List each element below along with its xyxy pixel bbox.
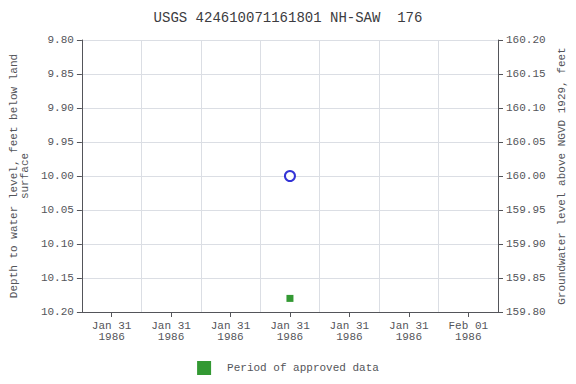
svg-text:160.15: 160.15 bbox=[506, 68, 546, 80]
svg-text:1986: 1986 bbox=[98, 331, 124, 343]
svg-text:1986: 1986 bbox=[277, 331, 303, 343]
svg-text:160.00: 160.00 bbox=[506, 170, 546, 182]
svg-text:Feb 01: Feb 01 bbox=[448, 319, 489, 332]
svg-text:Jan 31: Jan 31 bbox=[210, 319, 251, 332]
svg-text:10.00: 10.00 bbox=[41, 170, 74, 182]
svg-text:10.15: 10.15 bbox=[41, 272, 74, 284]
svg-text:Jan 31: Jan 31 bbox=[270, 319, 310, 332]
svg-text:159.80: 159.80 bbox=[506, 306, 546, 318]
svg-text:1986: 1986 bbox=[217, 331, 243, 343]
svg-text:Depth to water level, feet bel: Depth to water level, feet below land bbox=[7, 53, 20, 299]
svg-text:Groundwater level above NGVD 1: Groundwater level above NGVD 1929, feet bbox=[556, 47, 568, 304]
svg-text:Jan 31: Jan 31 bbox=[151, 319, 191, 332]
svg-text:9.90: 9.90 bbox=[47, 102, 73, 114]
svg-text:Jan 31: Jan 31 bbox=[389, 319, 429, 332]
svg-text:USGS 424610071161801 NH-SAW 1: USGS 424610071161801 NH-SAW 176 bbox=[154, 10, 423, 26]
svg-text:160.10: 160.10 bbox=[506, 102, 546, 114]
svg-text:Jan 31: Jan 31 bbox=[329, 319, 370, 332]
svg-text:1986: 1986 bbox=[336, 331, 362, 343]
svg-text:9.95: 9.95 bbox=[47, 136, 73, 148]
svg-text:Period of approved data: Period of approved data bbox=[227, 362, 379, 374]
svg-text:9.85: 9.85 bbox=[47, 68, 73, 80]
svg-text:159.95: 159.95 bbox=[506, 204, 546, 216]
svg-text:10.05: 10.05 bbox=[41, 204, 74, 216]
svg-text:1986: 1986 bbox=[455, 331, 481, 343]
svg-text:10.10: 10.10 bbox=[41, 238, 74, 250]
svg-text:159.90: 159.90 bbox=[506, 238, 546, 250]
svg-text:159.85: 159.85 bbox=[506, 272, 546, 284]
svg-text:1986: 1986 bbox=[396, 331, 422, 343]
svg-text:surface: surface bbox=[19, 153, 31, 199]
svg-text:1986: 1986 bbox=[158, 331, 184, 343]
svg-text:9.80: 9.80 bbox=[47, 34, 73, 46]
svg-text:160.20: 160.20 bbox=[506, 34, 546, 46]
svg-text:160.05: 160.05 bbox=[506, 136, 546, 148]
svg-text:Jan 31: Jan 31 bbox=[91, 319, 132, 332]
svg-text:10.20: 10.20 bbox=[41, 306, 74, 318]
